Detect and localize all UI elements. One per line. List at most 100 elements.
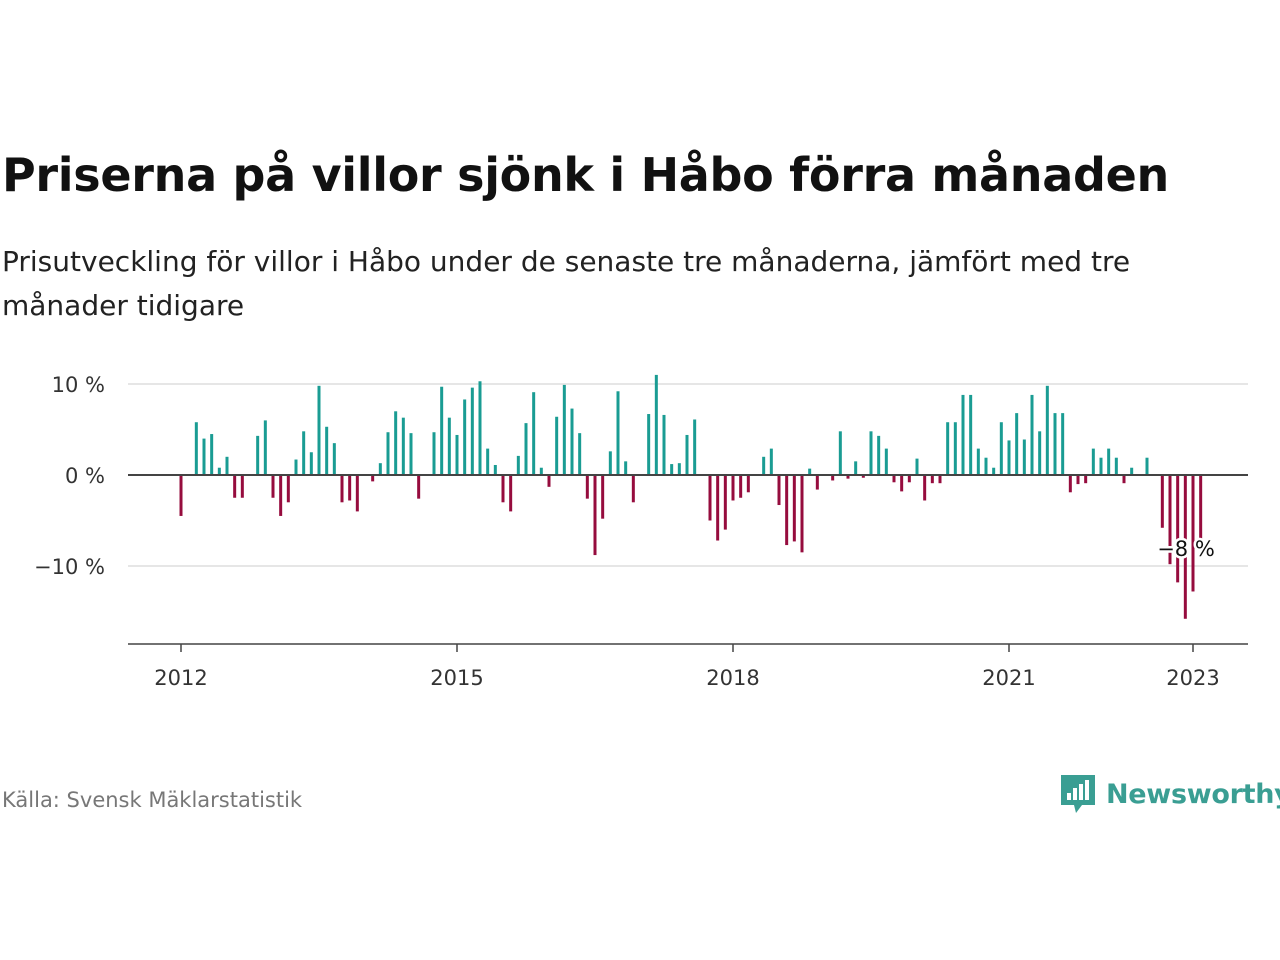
bars xyxy=(179,374,1203,619)
bar xyxy=(869,431,873,475)
bar xyxy=(808,468,812,475)
x-tick-label: 2012 xyxy=(154,666,207,690)
bar xyxy=(432,432,436,475)
bar xyxy=(1168,475,1172,565)
bar xyxy=(532,392,536,475)
bar xyxy=(1145,457,1149,475)
bar xyxy=(677,463,681,475)
bar xyxy=(486,448,490,475)
bar xyxy=(509,475,513,512)
bar xyxy=(401,417,405,475)
bar xyxy=(463,399,467,475)
bar-chart: 10 % 0 % −10 % 2012 2015 2018 2021 2023 −8 % xyxy=(34,373,1248,690)
bar xyxy=(685,434,689,475)
bar xyxy=(746,475,750,493)
x-tick-label: 2021 xyxy=(982,666,1035,690)
bar xyxy=(800,475,804,553)
bar xyxy=(555,416,559,475)
bar xyxy=(999,422,1003,475)
x-tick-label: 2023 xyxy=(1166,666,1219,690)
bar xyxy=(708,475,712,521)
bar xyxy=(1045,385,1049,475)
bar xyxy=(846,475,850,479)
bar xyxy=(585,475,589,499)
brand-name: Newsworthy xyxy=(1106,778,1280,810)
bar xyxy=(1076,475,1080,485)
bar xyxy=(946,422,950,475)
bar xyxy=(631,475,635,503)
bar xyxy=(332,443,336,475)
y-tick-label: 10 % xyxy=(52,373,105,397)
bar xyxy=(309,452,313,475)
bar xyxy=(516,455,520,475)
bar xyxy=(930,475,934,484)
bar xyxy=(302,431,306,475)
bar xyxy=(769,448,773,475)
x-tick-label: 2015 xyxy=(430,666,483,690)
bar xyxy=(831,475,835,481)
bar xyxy=(1160,475,1164,528)
bar xyxy=(409,433,413,475)
bar xyxy=(961,394,965,475)
bar xyxy=(953,422,957,475)
bar xyxy=(670,464,674,475)
bar xyxy=(601,475,605,519)
bar xyxy=(838,431,842,475)
bar xyxy=(524,423,528,475)
bar xyxy=(739,475,743,498)
bar xyxy=(624,461,628,475)
source-note: Källa: Svensk Mäklarstatistik xyxy=(2,788,303,812)
bar xyxy=(1130,467,1134,475)
bar xyxy=(539,467,543,475)
bar xyxy=(394,411,398,475)
bar xyxy=(884,448,888,475)
bar xyxy=(217,467,221,475)
chart-subtitle: Prisutveckling för villor i Håbo under d… xyxy=(2,245,1131,322)
bar xyxy=(854,461,858,475)
newsworthy-logo-icon xyxy=(1061,775,1095,813)
bar xyxy=(1176,475,1180,583)
bar xyxy=(317,385,321,475)
bar xyxy=(371,475,375,482)
bar xyxy=(340,475,344,503)
bar xyxy=(662,414,666,475)
bar xyxy=(900,475,904,492)
bar xyxy=(616,391,620,475)
bar xyxy=(233,475,237,498)
bar xyxy=(1122,475,1126,484)
bar xyxy=(1053,413,1057,475)
bar xyxy=(210,434,214,475)
axes: 10 % 0 % −10 % 2012 2015 2018 2021 2023 −8 % xyxy=(34,373,1248,690)
bar xyxy=(716,475,720,541)
bar xyxy=(969,394,973,475)
bar xyxy=(1091,448,1095,475)
bar xyxy=(348,475,352,501)
bar xyxy=(470,387,474,475)
bar xyxy=(762,456,766,475)
bar xyxy=(1038,431,1042,475)
bar xyxy=(355,475,359,512)
bar xyxy=(570,408,574,475)
bar xyxy=(731,475,735,501)
brand-logo[interactable]: Newsworthy xyxy=(1058,772,1280,816)
bar xyxy=(654,374,658,475)
bar xyxy=(325,426,329,475)
y-tick-label: −10 % xyxy=(34,555,105,579)
last-value-annotation: −8 % xyxy=(1157,537,1215,561)
bar xyxy=(723,475,727,530)
bar xyxy=(179,475,183,516)
bar xyxy=(1007,440,1011,475)
bar xyxy=(1068,475,1072,493)
bar xyxy=(578,433,582,475)
bar xyxy=(785,475,789,546)
bar xyxy=(1183,475,1187,619)
bar xyxy=(417,475,421,499)
bar xyxy=(693,419,697,475)
bar xyxy=(271,475,275,498)
bar xyxy=(984,457,988,475)
bar xyxy=(202,438,206,475)
bar xyxy=(593,475,597,556)
bar xyxy=(1191,475,1195,592)
bar xyxy=(976,448,980,475)
bar xyxy=(455,434,459,475)
